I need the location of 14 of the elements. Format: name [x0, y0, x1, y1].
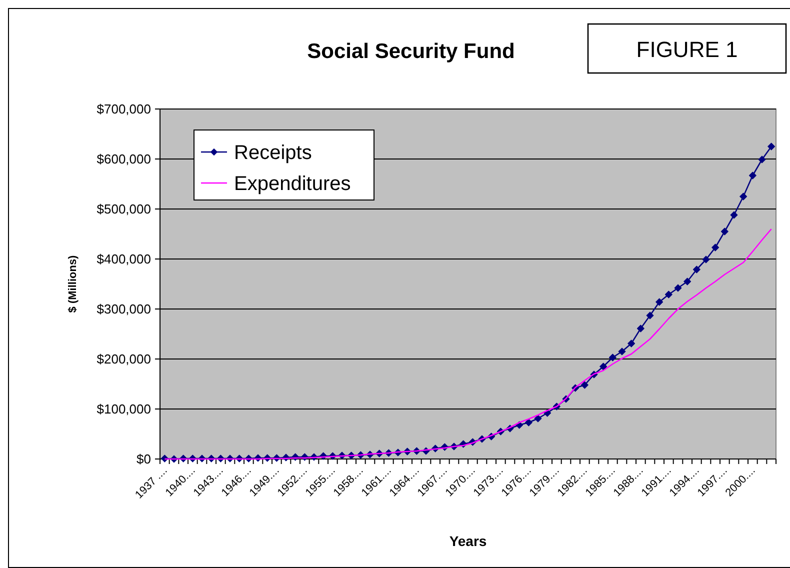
y-tick-label: $300,000	[96, 302, 151, 316]
legend-label: Expenditures	[234, 173, 351, 195]
y-tick-label: $100,000	[96, 402, 151, 416]
legend-label: Receipts	[234, 142, 312, 164]
y-axis-title: $ (Millions)	[67, 254, 79, 313]
y-tick-label: $200,000	[96, 352, 151, 366]
y-tick-label: $0	[136, 452, 151, 466]
y-tick-label: $700,000	[96, 102, 151, 116]
y-tick-label: $400,000	[96, 252, 151, 266]
caption: FIGURE 1	[636, 37, 738, 62]
y-tick-label: $500,000	[96, 202, 151, 216]
x-axis-title: Years	[449, 533, 487, 549]
chart-title: Social Security Fund	[307, 40, 515, 63]
y-tick-label: $600,000	[96, 152, 151, 166]
